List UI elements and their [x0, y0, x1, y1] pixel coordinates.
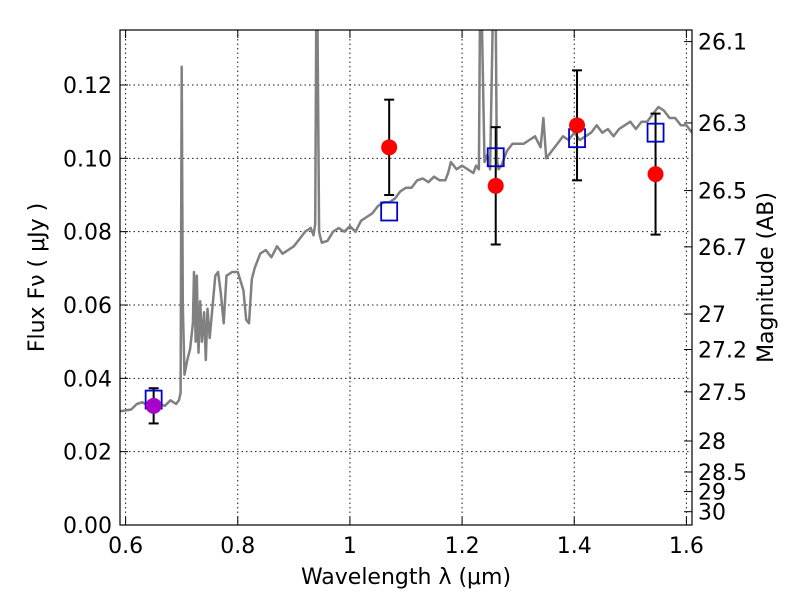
magnitude-tick-label: 29 [698, 481, 726, 506]
magnitude-tick-label: 26.7 [698, 236, 747, 261]
x-tick-label: 1.6 [669, 534, 704, 559]
magnitude-tick-label: 30 [698, 501, 726, 526]
magnitude-tick-label: 28 [698, 430, 726, 455]
y-tick-label: 0.04 [63, 367, 112, 392]
x-axis-title: Wavelength λ (μm) [301, 565, 511, 590]
observed-photometry [145, 117, 664, 414]
magnitude-tick-label: 27.2 [698, 338, 747, 363]
y-axis-ticks: 0.00 0.02 0.04 0.06 0.08 0.10 0.12 [63, 74, 128, 539]
magnitude-tick-label: 27.5 [698, 381, 747, 406]
model-spectrum-line [120, 30, 692, 413]
y-tick-label: 0.12 [63, 74, 112, 99]
observed-point [569, 117, 586, 134]
x-axis-ticks: 0.6 0.8 1 1.2 1.4 1.6 [108, 30, 704, 559]
y-tick-label: 0.10 [63, 147, 112, 172]
magnitude-tick-label: 26.5 [698, 180, 747, 205]
observed-point [145, 397, 162, 414]
y-tick-label: 0.00 [63, 514, 112, 539]
plot-area [120, 30, 692, 425]
synthetic-point [486, 147, 505, 168]
plot-frame [119, 29, 693, 526]
observed-point [647, 166, 664, 183]
magnitude-axis-title: Magnitude (AB) [754, 192, 779, 363]
synthetic-point [646, 122, 665, 143]
magnitude-tick-label: 28.5 [698, 461, 747, 486]
synthetic-photometry [144, 122, 665, 410]
y-tick-label: 0.02 [63, 441, 112, 466]
observed-point [487, 177, 504, 194]
observed-point [381, 139, 398, 156]
y-axis-title: Flux Fν ( μJy ) [25, 203, 50, 352]
x-tick-label: 0.8 [220, 534, 255, 559]
x-tick-label: 1.2 [445, 534, 480, 559]
x-tick-label: 0.6 [108, 534, 143, 559]
x-tick-label: 1 [343, 534, 357, 559]
y-tick-label: 0.08 [63, 221, 112, 246]
grid-lines [120, 30, 692, 526]
magnitude-tick-label: 26.3 [698, 112, 747, 137]
y-tick-label: 0.06 [63, 294, 112, 319]
x-tick-label: 1.4 [557, 534, 592, 559]
magnitude-tick-label: 27 [698, 303, 726, 328]
synthetic-point [380, 201, 399, 222]
magnitude-tick-label: 26.1 [698, 31, 747, 56]
